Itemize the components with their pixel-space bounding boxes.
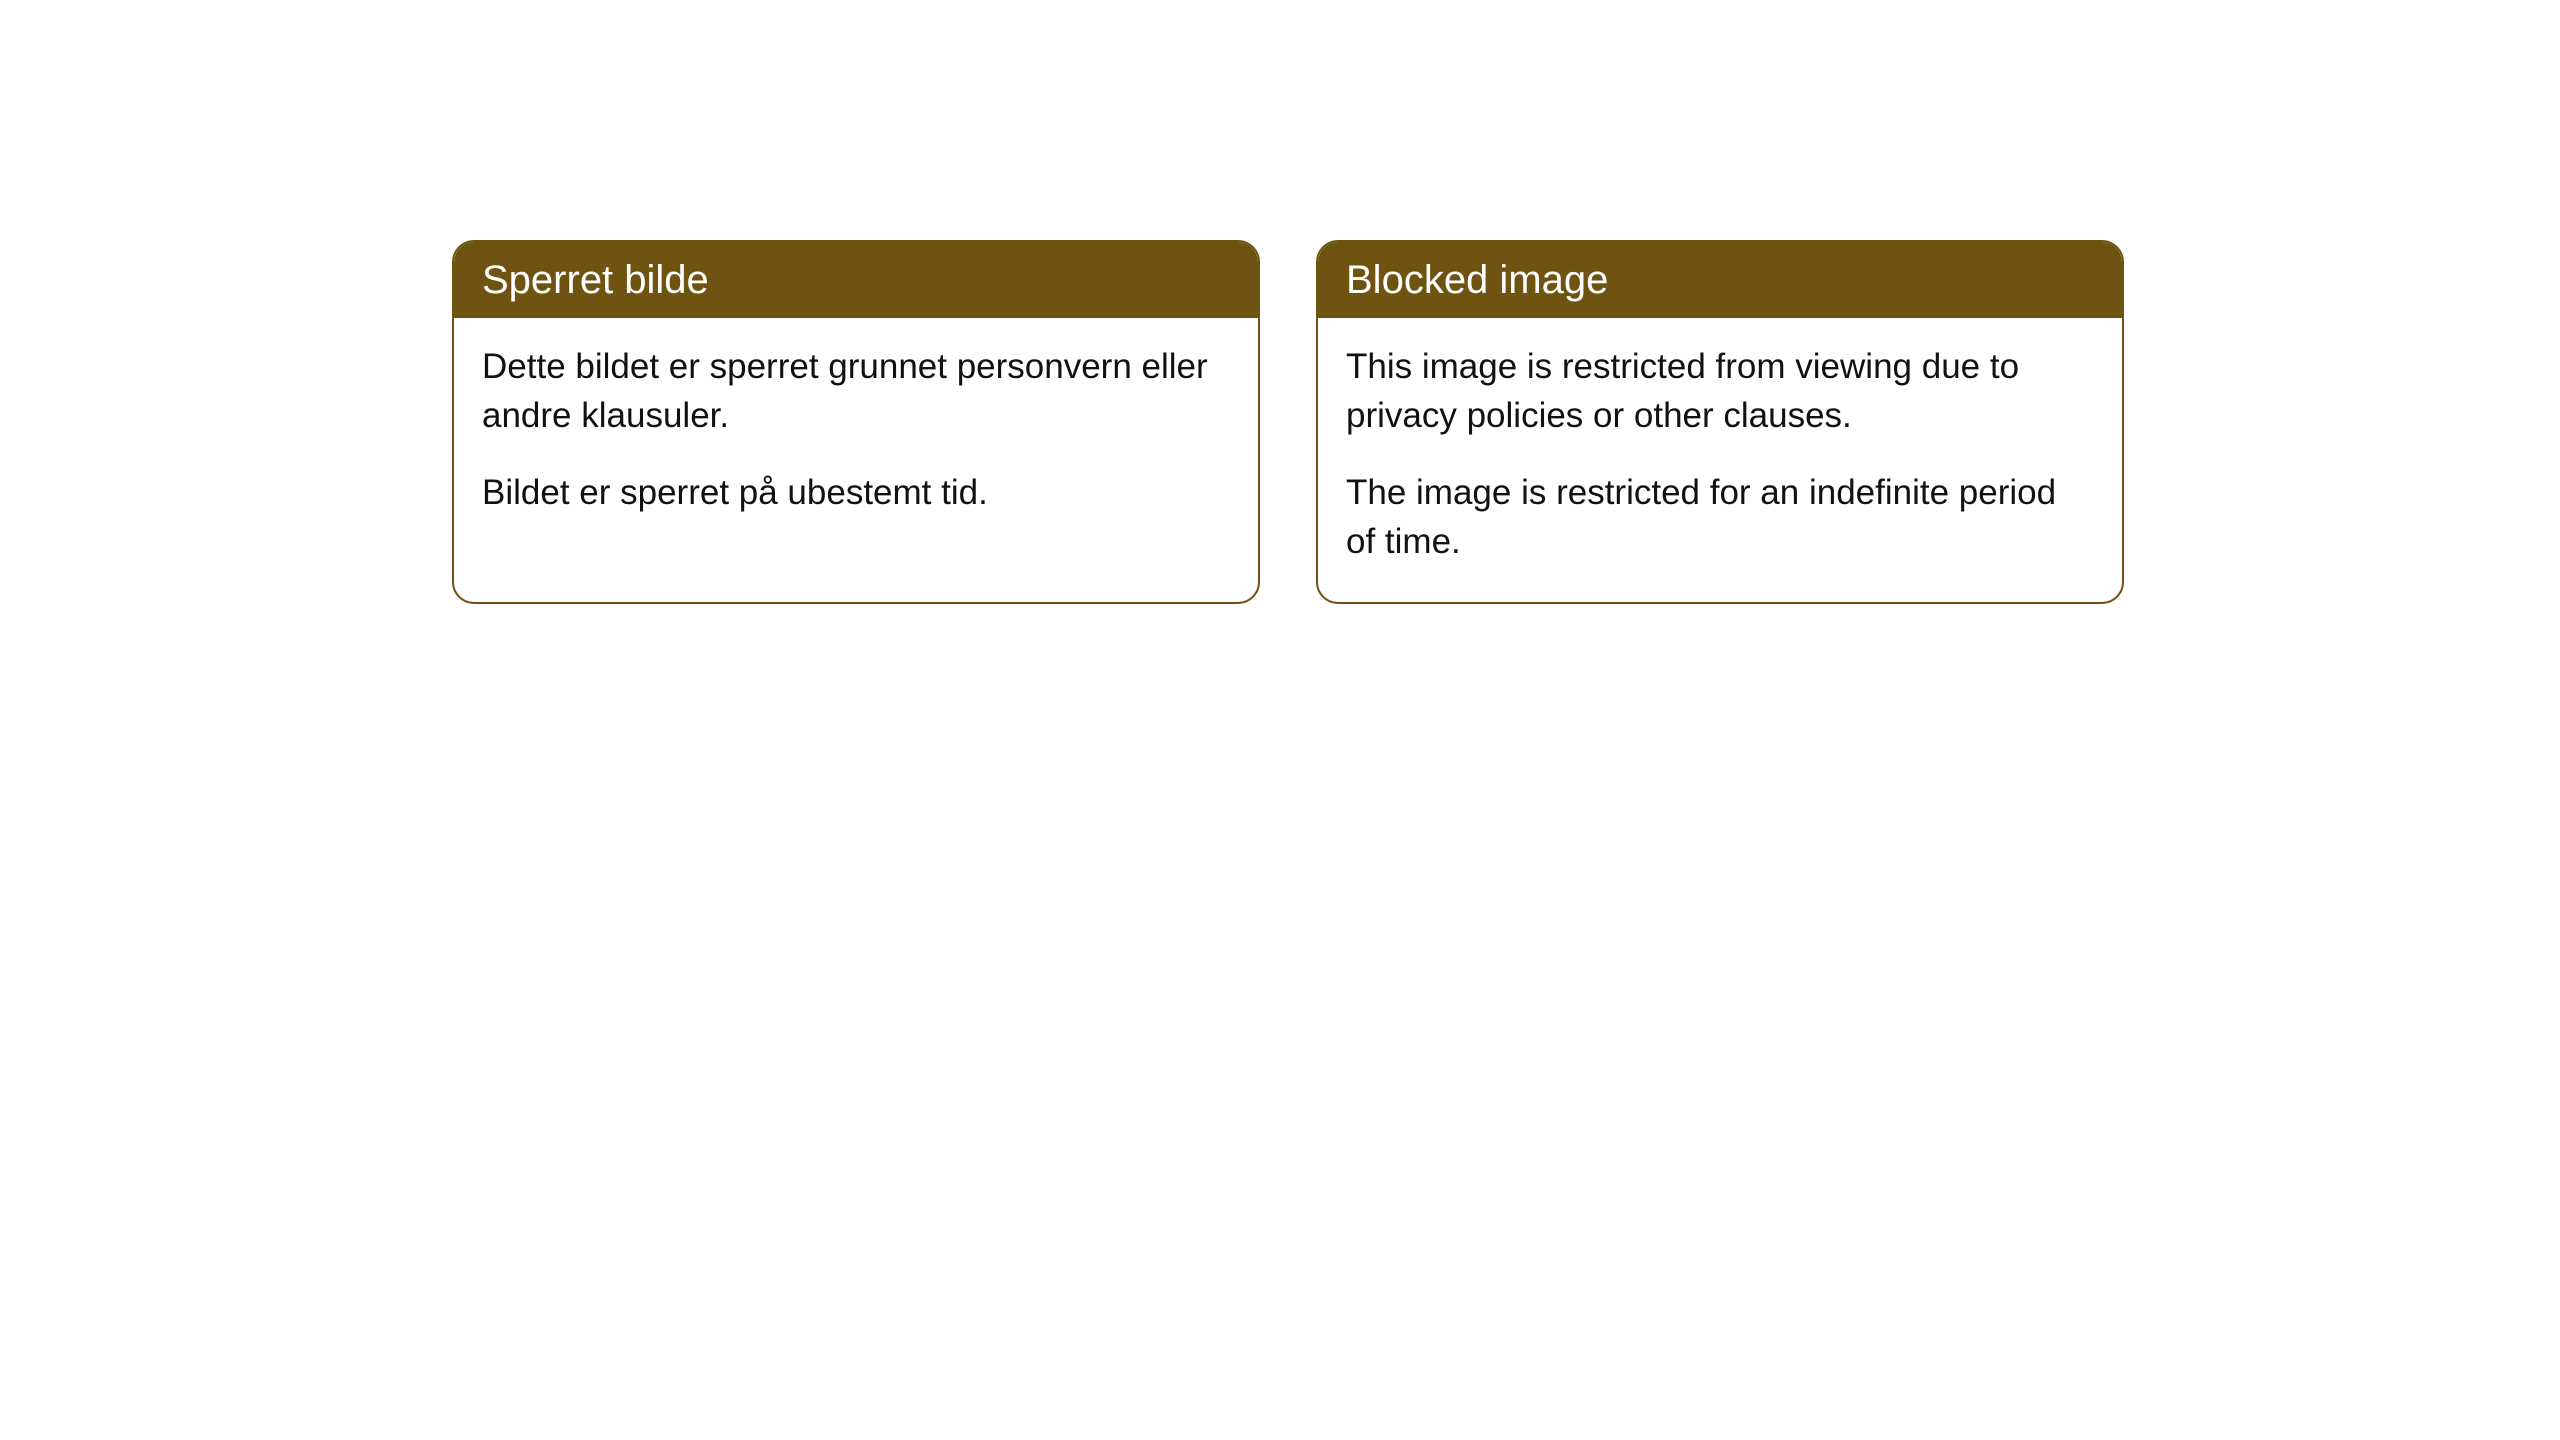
notice-paragraph: The image is restricted for an indefinit… xyxy=(1346,468,2094,566)
notice-body: Dette bildet er sperret grunnet personve… xyxy=(454,318,1258,553)
notice-body: This image is restricted from viewing du… xyxy=(1318,318,2122,602)
notice-card-norwegian: Sperret bilde Dette bildet er sperret gr… xyxy=(452,240,1260,604)
notice-container: Sperret bilde Dette bildet er sperret gr… xyxy=(0,0,2560,604)
notice-header: Blocked image xyxy=(1318,242,2122,318)
notice-paragraph: Dette bildet er sperret grunnet personve… xyxy=(482,342,1230,440)
notice-paragraph: This image is restricted from viewing du… xyxy=(1346,342,2094,440)
notice-header: Sperret bilde xyxy=(454,242,1258,318)
notice-paragraph: Bildet er sperret på ubestemt tid. xyxy=(482,468,1230,517)
notice-card-english: Blocked image This image is restricted f… xyxy=(1316,240,2124,604)
